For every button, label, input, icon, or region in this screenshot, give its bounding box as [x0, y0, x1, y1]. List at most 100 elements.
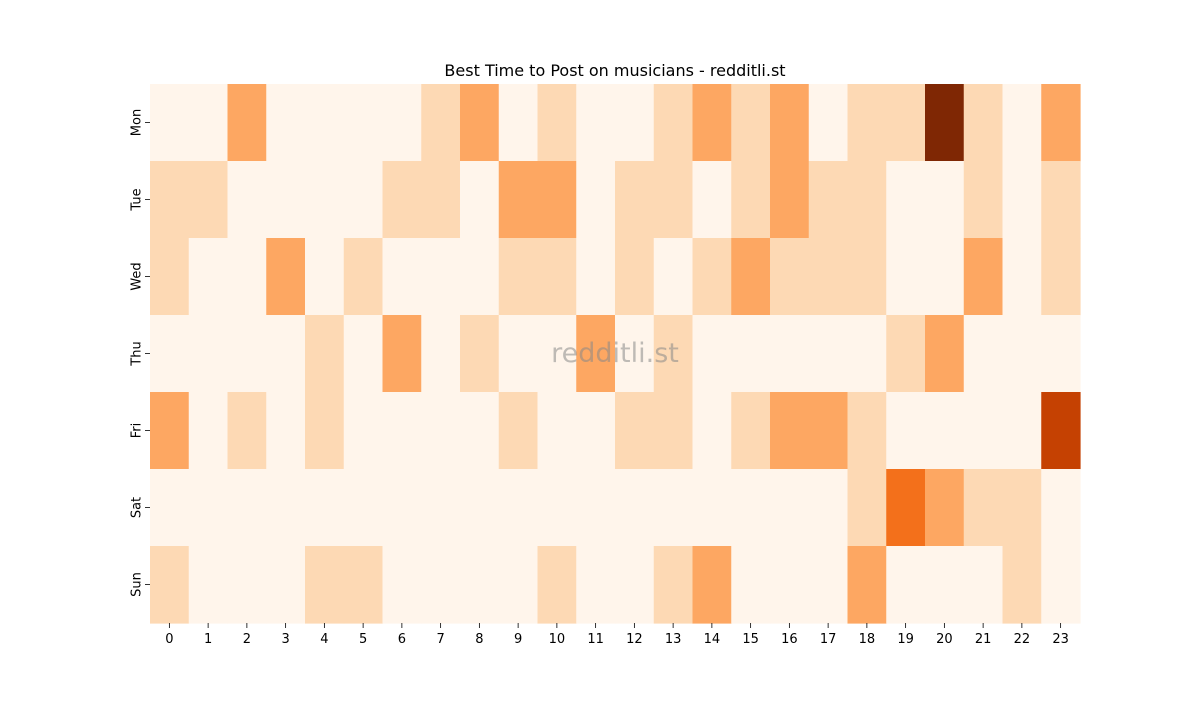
heatmap-cell-sun-19 [886, 546, 926, 624]
heatmap-cell-fri-16 [770, 392, 810, 470]
heatmap-cell-fri-13 [653, 392, 694, 470]
heatmap-cell-fri-6 [382, 392, 422, 470]
heatmap-cell-fri-11 [576, 392, 616, 470]
heatmap-cell-mon-10 [537, 84, 577, 162]
heatmap-cell-mon-6 [382, 84, 422, 162]
heatmap-cell-thu-16 [770, 315, 810, 393]
heatmap-cell-sun-1 [188, 546, 229, 624]
heatmap-cell-thu-2 [227, 315, 267, 393]
heatmap-cell-sat-13 [653, 469, 694, 547]
heatmap-cell-thu-15 [731, 315, 771, 393]
heatmap-cell-wed-21 [963, 238, 1004, 316]
heatmap-cell-thu-4 [305, 315, 345, 393]
heatmap-cell-sun-21 [963, 546, 1004, 624]
x-axis: 0 1 2 3 4 5 6 7 8 9 10 11 12 13 14 15 16 17 18 19 20 21 22 23 [165, 623, 1069, 647]
y-axis: Mon Tue Wed Thu Fri Sat Sun [130, 109, 150, 597]
x-tick-label-21: 21 [975, 632, 992, 647]
heatmap-cell-tue-23 [1041, 161, 1081, 239]
x-tick-label-16: 16 [781, 632, 798, 647]
heatmap-cell-fri-22 [1002, 392, 1042, 470]
heatmap-cell-wed-15 [731, 238, 771, 316]
heatmap-cell-thu-23 [1041, 315, 1081, 393]
heatmap-cell-thu-13 [653, 315, 694, 393]
heatmap-cell-wed-7 [421, 238, 461, 316]
heatmap-cell-sun-20 [925, 546, 965, 624]
heatmap-cell-sun-6 [382, 546, 422, 624]
heatmap-cell-thu-0 [150, 315, 190, 393]
heatmap-cell-thu-22 [1002, 315, 1042, 393]
heatmap-cell-sat-2 [227, 469, 267, 547]
heatmap-cell-sun-14 [692, 546, 732, 624]
heatmap-cell-mon-11 [576, 84, 616, 162]
heatmap-cell-fri-12 [615, 392, 655, 470]
heatmap-cell-sun-22 [1002, 546, 1042, 624]
heatmap-cell-mon-7 [421, 84, 461, 162]
heatmap-cell-fri-1 [188, 392, 229, 470]
heatmap-cell-sun-3 [266, 546, 306, 624]
heatmap-cell-mon-23 [1041, 84, 1081, 162]
heatmap-cell-thu-19 [886, 315, 926, 393]
heatmap-cell-fri-14 [692, 392, 732, 470]
y-tick-label-tue: Tue [130, 188, 145, 211]
heatmap-cell-wed-20 [925, 238, 965, 316]
heatmap-cell-fri-19 [886, 392, 926, 470]
heatmap-cell-mon-9 [498, 84, 539, 162]
heatmap-cell-tue-10 [537, 161, 577, 239]
heatmap-cell-thu-5 [343, 315, 384, 393]
x-tick-label-2: 2 [243, 632, 251, 647]
heatmap-cell-mon-0 [150, 84, 190, 162]
heatmap-cell-wed-12 [615, 238, 655, 316]
heatmap-cells [150, 84, 1081, 624]
heatmap-cell-thu-8 [460, 315, 500, 393]
heatmap-cell-wed-22 [1002, 238, 1042, 316]
heatmap-cell-thu-18 [847, 315, 887, 393]
x-tick-label-17: 17 [820, 632, 837, 647]
heatmap-cell-thu-11 [576, 315, 616, 393]
heatmap-cell-sat-1 [188, 469, 229, 547]
heatmap-cell-mon-1 [188, 84, 229, 162]
x-tick-label-1: 1 [204, 632, 212, 647]
heatmap-cell-fri-18 [847, 392, 887, 470]
heatmap-cell-sat-6 [382, 469, 422, 547]
heatmap-cell-sun-17 [808, 546, 849, 624]
heatmap-cell-sat-3 [266, 469, 306, 547]
heatmap-cell-sat-10 [537, 469, 577, 547]
y-tick-label-sun: Sun [130, 572, 145, 597]
x-tick-label-23: 23 [1052, 632, 1069, 647]
heatmap-cell-sun-5 [343, 546, 384, 624]
heatmap-cell-sat-11 [576, 469, 616, 547]
heatmap-cell-thu-10 [537, 315, 577, 393]
heatmap-cell-wed-18 [847, 238, 887, 316]
heatmap-cell-tue-13 [653, 161, 694, 239]
heatmap-cell-wed-0 [150, 238, 190, 316]
x-tick-label-19: 19 [897, 632, 914, 647]
heatmap-cell-tue-20 [925, 161, 965, 239]
heatmap-cell-wed-10 [537, 238, 577, 316]
heatmap-cell-thu-20 [925, 315, 965, 393]
heatmap-cell-tue-14 [692, 161, 732, 239]
heatmap-cell-tue-4 [305, 161, 345, 239]
heatmap-cell-tue-11 [576, 161, 616, 239]
heatmap-cell-sat-20 [925, 469, 965, 547]
heatmap-cell-mon-2 [227, 84, 267, 162]
heatmap-cell-mon-13 [653, 84, 694, 162]
heatmap-cell-mon-18 [847, 84, 887, 162]
x-tick-label-13: 13 [665, 632, 682, 647]
heatmap-cell-tue-12 [615, 161, 655, 239]
heatmap-cell-wed-17 [808, 238, 849, 316]
y-tick-label-mon: Mon [130, 109, 145, 136]
heatmap-cell-sun-9 [498, 546, 539, 624]
heatmap-cell-wed-4 [305, 238, 345, 316]
heatmap-cell-mon-3 [266, 84, 306, 162]
heatmap-cell-mon-22 [1002, 84, 1042, 162]
heatmap-cell-sat-21 [963, 469, 1004, 547]
heatmap-cell-sun-0 [150, 546, 190, 624]
heatmap-cell-wed-23 [1041, 238, 1081, 316]
watermark: redditli.st [551, 338, 679, 369]
heatmap-cell-tue-21 [963, 161, 1004, 239]
heatmap-cell-fri-15 [731, 392, 771, 470]
heatmap-cell-mon-5 [343, 84, 384, 162]
heatmap-cell-mon-20 [925, 84, 965, 162]
y-tick-label-fri: Fri [130, 423, 145, 439]
heatmap-cell-wed-9 [498, 238, 539, 316]
